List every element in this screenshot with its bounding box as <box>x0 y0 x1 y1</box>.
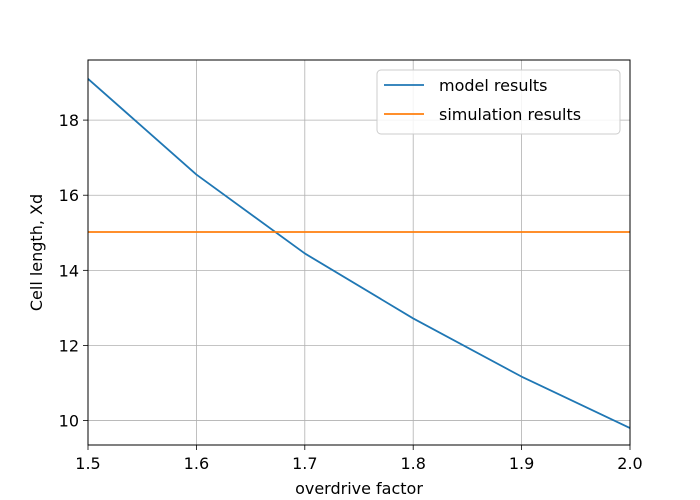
x-tick-label: 1.7 <box>292 454 317 473</box>
y-axis-label: Cell length, Xd <box>27 194 46 311</box>
legend-box <box>376 69 621 135</box>
y-tick-label: 18 <box>59 111 79 130</box>
x-tick-label: 1.6 <box>184 454 209 473</box>
x-tick-label: 1.9 <box>509 454 534 473</box>
x-tick-label: 1.5 <box>75 454 100 473</box>
legend: model results simulation results <box>376 69 621 135</box>
series-line-model-results <box>87 78 631 429</box>
y-tick-label: 10 <box>59 412 79 431</box>
plot-frame <box>87 59 631 446</box>
x-tick-label: 2.0 <box>617 454 642 473</box>
x-tick-label: 1.8 <box>400 454 425 473</box>
y-tick-label: 12 <box>59 336 79 355</box>
y-tick-label: 14 <box>59 261 79 280</box>
x-axis-label: overdrive factor <box>295 479 423 498</box>
axis-ticks: 1.5 1.6 1.7 1.8 1.9 2.0 10 12 14 16 18 <box>59 111 643 473</box>
legend-label: model results <box>439 76 548 95</box>
y-tick-label: 16 <box>59 186 79 205</box>
legend-label: simulation results <box>439 105 581 124</box>
plot-lines <box>87 78 631 429</box>
